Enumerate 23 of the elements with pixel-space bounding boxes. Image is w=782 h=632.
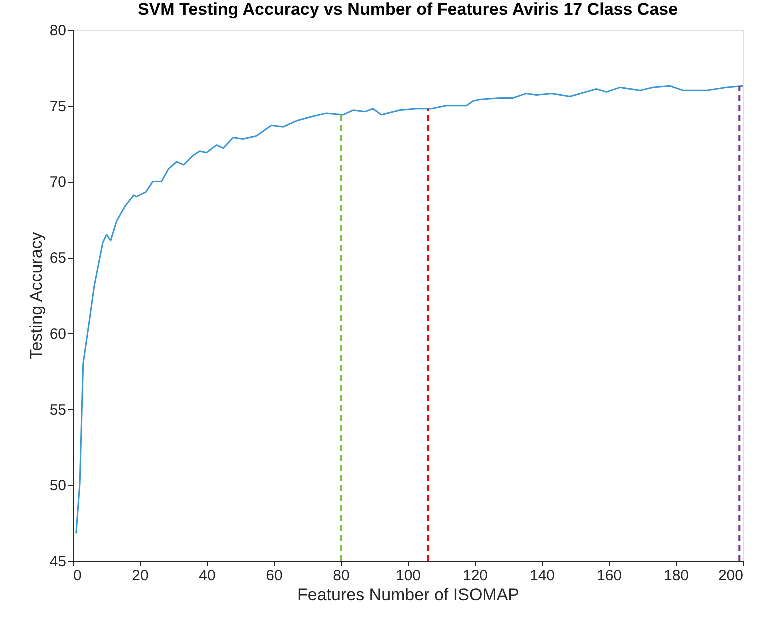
x-tick-label: 140 <box>530 568 556 584</box>
x-tick-label: 0 <box>74 568 82 584</box>
x-tick-label: 80 <box>333 568 350 584</box>
x-tick-label: 20 <box>132 568 149 584</box>
x-axis-title: Features Number of ISOMAP <box>297 586 520 604</box>
x-tick-label: 60 <box>266 568 283 584</box>
y-tick-label: 45 <box>50 554 66 570</box>
x-tick-label: 180 <box>664 568 690 584</box>
y-tick-label: 55 <box>50 402 66 419</box>
y-tick-label: 80 <box>50 22 66 40</box>
y-tick-label: 60 <box>50 326 66 343</box>
chart-title: SVM Testing Accuracy vs Number of Features Aviris 17 Class Case <box>138 0 678 19</box>
y-tick-label: 75 <box>50 98 66 116</box>
line-series <box>76 85 744 534</box>
y-tick-label: 65 <box>50 250 66 268</box>
y-axis-title: Testing Accuracy <box>26 232 46 360</box>
x-tick-label: 100 <box>396 568 422 584</box>
x-tick-label: 40 <box>199 568 216 584</box>
y-tick-label: 70 <box>50 174 66 192</box>
y-tick-label: 50 <box>50 478 66 495</box>
x-tick-label: 160 <box>596 568 622 584</box>
x-tick-label: 200 <box>718 568 744 584</box>
x-tick-label: 120 <box>462 568 488 584</box>
